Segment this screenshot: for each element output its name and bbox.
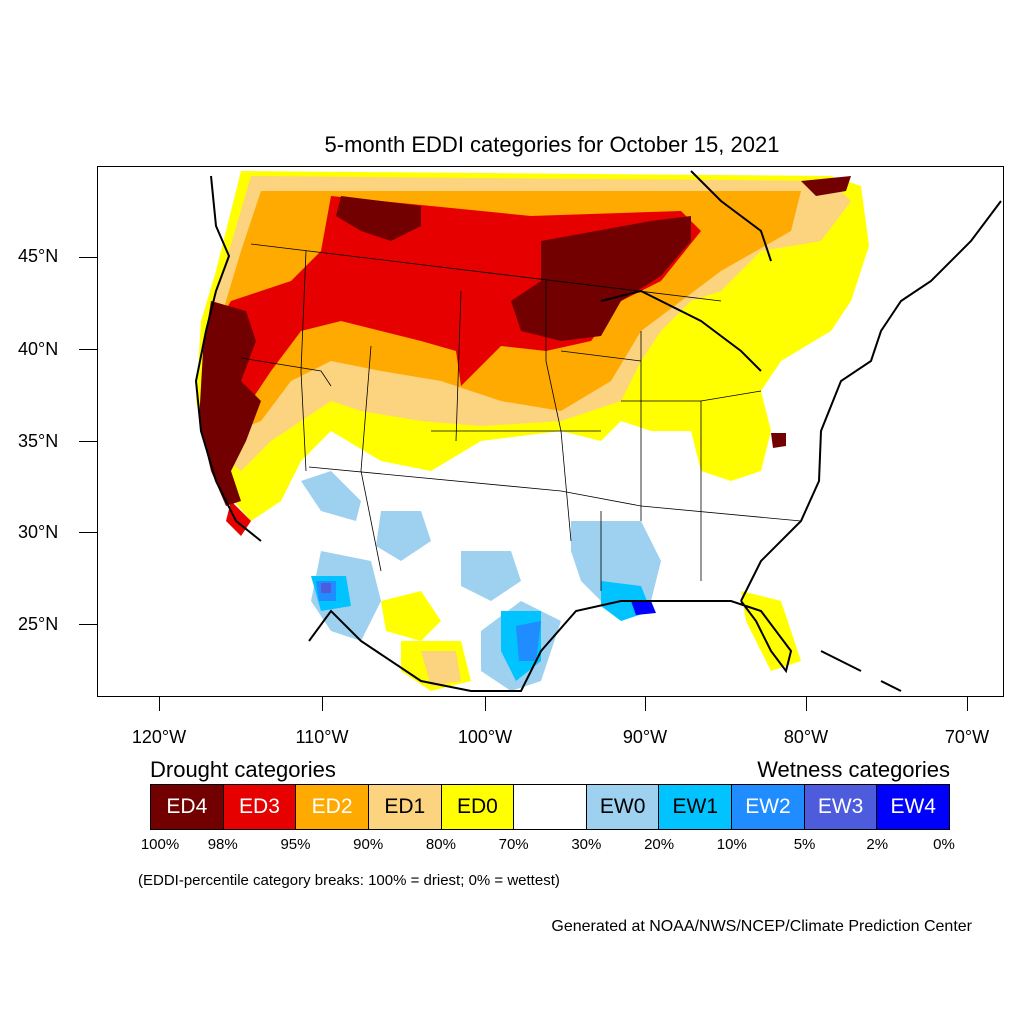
legend-break-label: 95% bbox=[280, 836, 311, 853]
ew3-region bbox=[321, 583, 331, 593]
lon-label-110: 110°W bbox=[295, 727, 349, 747]
legend-cell-ed4: ED4 bbox=[151, 785, 224, 829]
legend-cell-ed0: ED0 bbox=[441, 785, 515, 829]
lon-label-70: 70°W bbox=[944, 727, 990, 747]
legend-break-label: 30% bbox=[571, 836, 602, 853]
legend-break-label: 90% bbox=[353, 836, 384, 853]
legend-break-label: 70% bbox=[498, 836, 529, 853]
lon-tick bbox=[645, 697, 646, 711]
lat-label-45: 45°N bbox=[18, 246, 59, 266]
lon-tick bbox=[322, 697, 323, 711]
lat-tick bbox=[79, 624, 97, 625]
map-panel bbox=[97, 166, 1004, 697]
legend-break-label: 98% bbox=[207, 836, 238, 853]
legend-cell-neutral bbox=[514, 785, 587, 829]
legend-break-label: 10% bbox=[716, 836, 747, 853]
ed0-region bbox=[741, 591, 801, 671]
ed0-region bbox=[381, 591, 441, 641]
lat-label-40: 40°N bbox=[18, 339, 59, 359]
drought-categories-heading: Drought categories bbox=[150, 757, 336, 782]
legend-cell-ew3: EW3 bbox=[804, 785, 878, 829]
ew0-region bbox=[461, 551, 521, 601]
legend-break-label: 5% bbox=[793, 836, 816, 853]
legend-cell-ed2: ED2 bbox=[296, 785, 369, 829]
category-note: (EDDI-percentile category breaks: 100% =… bbox=[138, 872, 560, 889]
eddi-map bbox=[194, 168, 1002, 692]
ew2-region bbox=[516, 621, 541, 661]
legend-break-label: 0% bbox=[933, 836, 955, 853]
ed1-region bbox=[421, 651, 461, 686]
lat-tick bbox=[79, 349, 97, 350]
legend-break-label: 2% bbox=[866, 836, 889, 853]
legend-colorbar: ED4 ED3 ED2 ED1 ED0 EW0 EW1 EW2 EW3 EW4 bbox=[150, 784, 950, 830]
wetness-categories-heading: Wetness categories bbox=[757, 757, 950, 782]
ew4-region bbox=[631, 601, 656, 615]
ed4-region bbox=[801, 176, 851, 196]
coastlines bbox=[194, 170, 1002, 692]
lat-label-35: 35°N bbox=[18, 431, 59, 451]
lon-label-80: 80°W bbox=[783, 727, 829, 747]
ew0-region bbox=[376, 511, 431, 561]
legend-cell-ew0: EW0 bbox=[586, 785, 660, 829]
lon-label-100: 100°W bbox=[457, 727, 513, 747]
ed4-region bbox=[199, 301, 261, 506]
legend-cell-ew1: EW1 bbox=[659, 785, 733, 829]
lon-tick bbox=[967, 697, 968, 711]
lon-label-90: 90°W bbox=[622, 727, 668, 747]
legend-break-label: 100% bbox=[140, 836, 180, 853]
ed4-region bbox=[336, 196, 421, 241]
ew0-region bbox=[571, 521, 661, 601]
legend-break-label: 80% bbox=[425, 836, 456, 853]
lat-tick bbox=[79, 441, 97, 442]
legend-cell-ew2: EW2 bbox=[732, 785, 805, 829]
lon-tick bbox=[159, 697, 160, 711]
lon-label-120: 120°W bbox=[131, 727, 187, 747]
lat-tick bbox=[79, 532, 97, 533]
credit-line: Generated at NOAA/NWS/NCEP/Climate Predi… bbox=[551, 918, 972, 935]
lon-tick bbox=[806, 697, 807, 711]
legend-cell-ew4: EW4 bbox=[877, 785, 950, 829]
lon-tick bbox=[485, 697, 486, 711]
map-title: 5-month EDDI categories for October 15, … bbox=[324, 132, 780, 157]
legend-cell-ed1: ED1 bbox=[368, 785, 442, 829]
ed4-region bbox=[771, 433, 786, 448]
legend-break-label: 20% bbox=[644, 836, 675, 853]
legend-cell-ed3: ED3 bbox=[223, 785, 297, 829]
lat-label-25: 25°N bbox=[18, 614, 59, 634]
lat-tick bbox=[79, 257, 97, 258]
ed4-region bbox=[511, 216, 691, 341]
lat-label-30: 30°N bbox=[18, 522, 59, 542]
ew0-region bbox=[301, 471, 361, 521]
